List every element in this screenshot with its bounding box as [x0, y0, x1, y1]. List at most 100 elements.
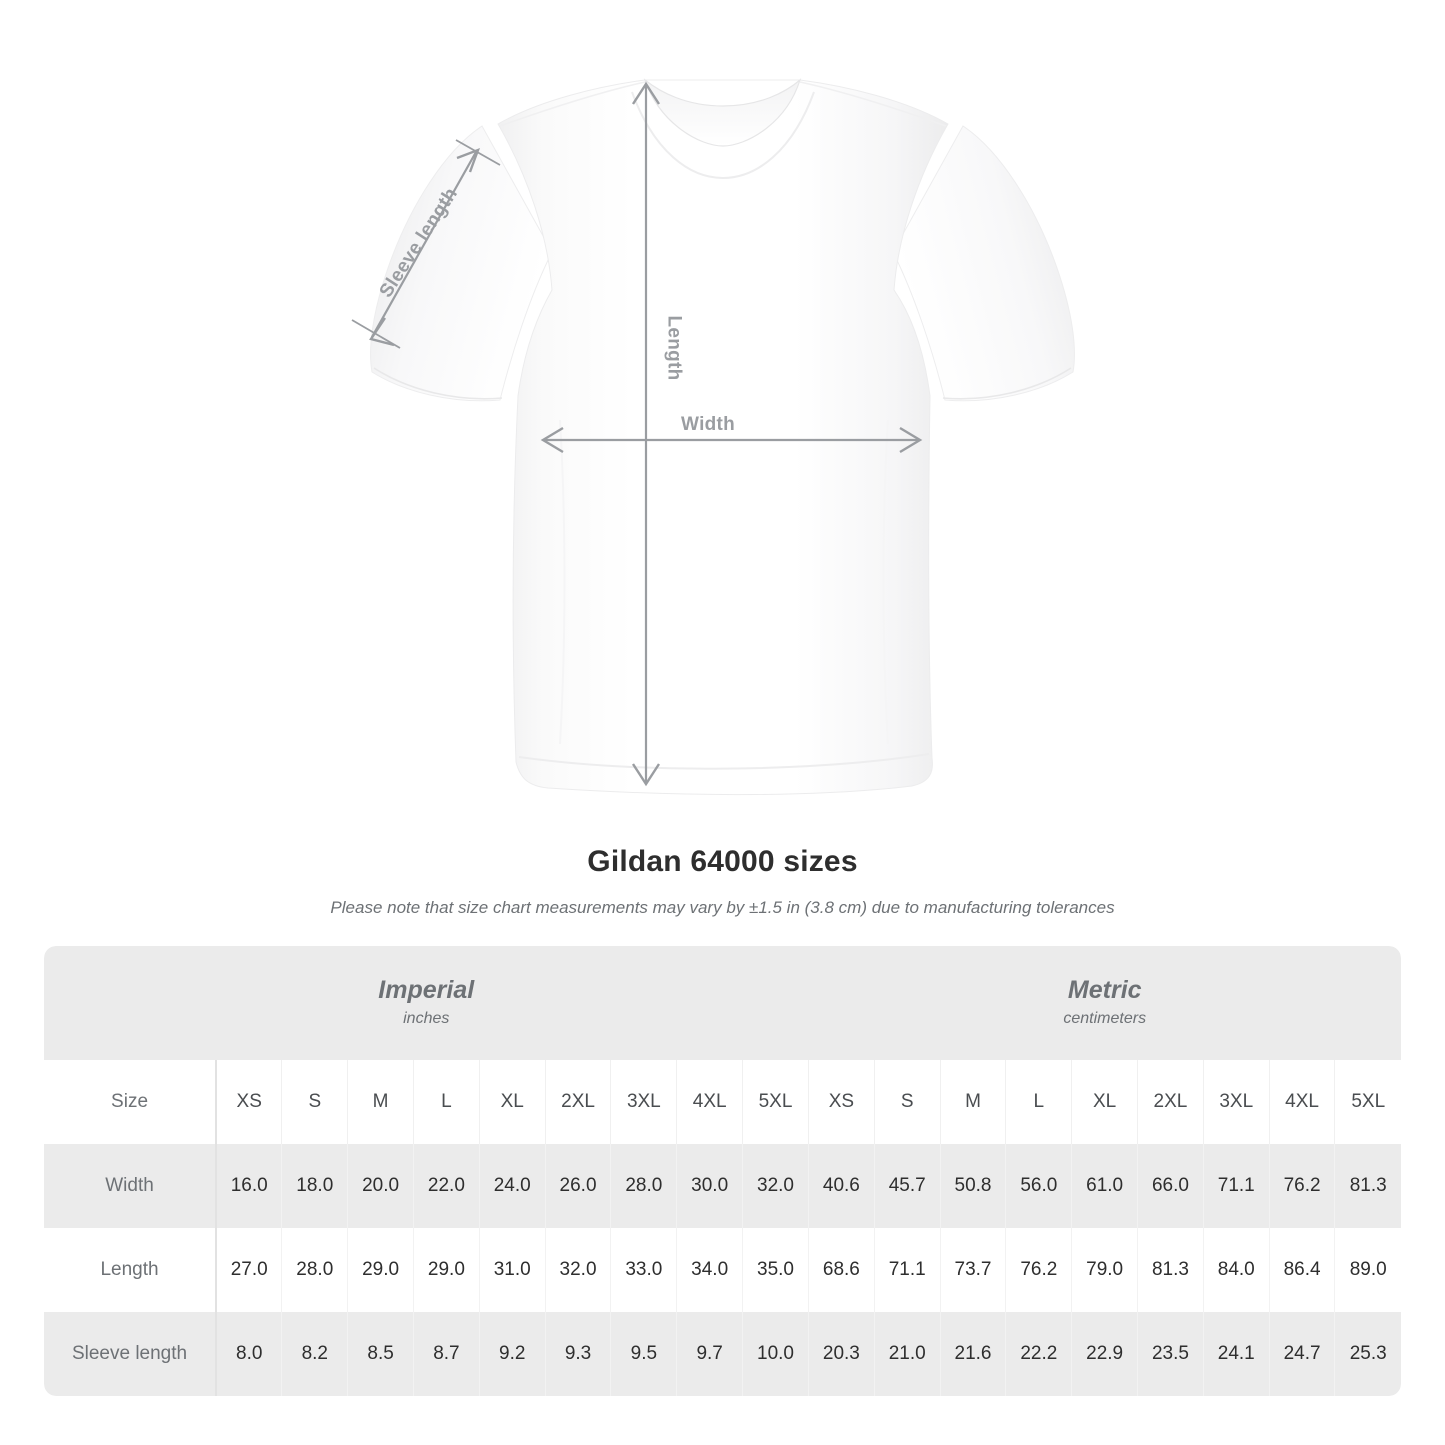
imperial-title: Imperial	[378, 975, 475, 1004]
cell-length-metric-5xl: 89.0	[1334, 1228, 1401, 1312]
cell-sleeve-metric-s: 21.0	[874, 1312, 941, 1396]
cell-sleeve-imperial-2xl: 9.3	[545, 1312, 612, 1396]
cell-width-metric-xs: 40.6	[808, 1144, 875, 1228]
cell-width-imperial-m: 20.0	[347, 1144, 414, 1228]
cell-sleeve-metric-2xl: 23.5	[1137, 1312, 1204, 1396]
cell-width-metric-3xl: 71.1	[1203, 1144, 1270, 1228]
cell-width-imperial-xl: 24.0	[479, 1144, 546, 1228]
size-col-metric-5xl: 5XL	[1334, 1060, 1401, 1144]
cell-sleeve-metric-l: 22.2	[1005, 1312, 1073, 1396]
size-col-metric-xs: XS	[808, 1060, 875, 1144]
metric-subtitle: centimeters	[1063, 1009, 1147, 1027]
tshirt-shape	[370, 78, 1075, 796]
cell-width-imperial-3xl: 28.0	[610, 1144, 678, 1228]
size-col-imperial-l: L	[413, 1060, 480, 1144]
cell-width-imperial-xs: 16.0	[216, 1144, 283, 1228]
size-col-metric-xl: XL	[1071, 1060, 1139, 1144]
size-col-imperial-5xl: 5XL	[742, 1060, 809, 1144]
size-col-metric-4xl: 4XL	[1269, 1060, 1336, 1144]
row-label-length: Length	[44, 1228, 218, 1312]
imperial-header: Imperial inches	[44, 946, 809, 1060]
tolerance-note: Please note that size chart measurements…	[330, 898, 1115, 917]
imperial-subtitle: inches	[403, 1009, 450, 1027]
cell-length-metric-l: 76.2	[1005, 1228, 1073, 1312]
cell-sleeve-metric-5xl: 25.3	[1334, 1312, 1401, 1396]
cell-width-imperial-s: 18.0	[281, 1144, 349, 1228]
cell-sleeve-metric-xs: 20.3	[808, 1312, 875, 1396]
metric-header: Metric centimeters	[808, 946, 1401, 1060]
cell-length-metric-4xl: 86.4	[1269, 1228, 1336, 1312]
row-label-width: Width	[44, 1144, 218, 1228]
cell-sleeve-imperial-s: 8.2	[281, 1312, 349, 1396]
table-row: Sleeve length 8.0 8.2 8.5 8.7 9.2 9.3 9.…	[44, 1312, 1401, 1396]
cell-width-imperial-4xl: 30.0	[676, 1144, 744, 1228]
width-label: Width	[681, 414, 736, 435]
cell-length-metric-xl: 79.0	[1071, 1228, 1139, 1312]
size-label-cell: Size	[44, 1060, 218, 1144]
cell-width-metric-l: 56.0	[1005, 1144, 1073, 1228]
cell-sleeve-metric-m: 21.6	[940, 1312, 1007, 1396]
cell-length-metric-m: 73.7	[940, 1228, 1007, 1312]
size-col-imperial-xs: XS	[216, 1060, 283, 1144]
measure-arrows	[351, 81, 923, 787]
sleeve-length-arrow	[351, 139, 501, 349]
size-col-metric-3xl: 3XL	[1203, 1060, 1270, 1144]
cell-width-imperial-2xl: 26.0	[545, 1144, 612, 1228]
cell-length-imperial-4xl: 34.0	[676, 1228, 744, 1312]
cell-length-metric-xs: 68.6	[808, 1228, 875, 1312]
size-header-row: Size XS S M L XL 2XL 3XL 4XL 5XL XS S M …	[44, 1060, 1401, 1144]
cell-width-metric-xl: 61.0	[1071, 1144, 1139, 1228]
cell-length-metric-s: 71.1	[874, 1228, 941, 1312]
cell-length-imperial-s: 28.0	[281, 1228, 349, 1312]
cell-sleeve-imperial-5xl: 10.0	[742, 1312, 809, 1396]
cell-length-imperial-xl: 31.0	[479, 1228, 546, 1312]
size-col-imperial-xl: XL	[479, 1060, 546, 1144]
size-col-imperial-m: M	[347, 1060, 414, 1144]
cell-sleeve-imperial-xs: 8.0	[216, 1312, 283, 1396]
cell-sleeve-imperial-3xl: 9.5	[610, 1312, 678, 1396]
cell-length-metric-2xl: 81.3	[1137, 1228, 1204, 1312]
cell-sleeve-imperial-l: 8.7	[413, 1312, 480, 1396]
tshirt-diagram: Sleeve length Length Width	[351, 78, 1075, 796]
cell-width-imperial-5xl: 32.0	[742, 1144, 809, 1228]
cell-sleeve-metric-3xl: 24.1	[1203, 1312, 1270, 1396]
table-row: Width 16.0 18.0 20.0 22.0 24.0 26.0 28.0…	[44, 1144, 1401, 1228]
cell-sleeve-metric-xl: 22.9	[1071, 1312, 1139, 1396]
unit-system-row: Imperial inches Metric centimeters	[44, 946, 1401, 1060]
cell-length-imperial-xs: 27.0	[216, 1228, 283, 1312]
page-title: Gildan 64000 sizes	[587, 845, 858, 878]
cell-length-imperial-3xl: 33.0	[610, 1228, 678, 1312]
cell-sleeve-imperial-4xl: 9.7	[676, 1312, 744, 1396]
length-label: Length	[663, 315, 685, 381]
cell-width-metric-s: 45.7	[874, 1144, 941, 1228]
cell-width-metric-5xl: 81.3	[1334, 1144, 1401, 1228]
size-col-imperial-3xl: 3XL	[610, 1060, 678, 1144]
size-chart-table: Imperial inches Metric centimeters Size …	[44, 946, 1401, 1396]
row-label-sleeve-length: Sleeve length	[44, 1312, 218, 1396]
size-col-metric-m: M	[940, 1060, 1007, 1144]
size-col-imperial-s: S	[281, 1060, 349, 1144]
cell-length-imperial-l: 29.0	[413, 1228, 480, 1312]
table-row: Length 27.0 28.0 29.0 29.0 31.0 32.0 33.…	[44, 1228, 1401, 1312]
size-col-metric-s: S	[874, 1060, 941, 1144]
cell-length-imperial-5xl: 35.0	[742, 1228, 809, 1312]
size-col-imperial-2xl: 2XL	[545, 1060, 612, 1144]
cell-width-metric-2xl: 66.0	[1137, 1144, 1204, 1228]
cell-width-metric-m: 50.8	[940, 1144, 1007, 1228]
size-col-metric-2xl: 2XL	[1137, 1060, 1204, 1144]
cell-length-metric-3xl: 84.0	[1203, 1228, 1270, 1312]
cell-width-metric-4xl: 76.2	[1269, 1144, 1336, 1228]
cell-length-imperial-m: 29.0	[347, 1228, 414, 1312]
cell-sleeve-metric-4xl: 24.7	[1269, 1312, 1336, 1396]
size-chart-table-wrapper: Imperial inches Metric centimeters Size …	[44, 946, 1401, 1396]
cell-sleeve-imperial-m: 8.5	[347, 1312, 414, 1396]
cell-length-imperial-2xl: 32.0	[545, 1228, 612, 1312]
metric-title: Metric	[1067, 975, 1142, 1004]
length-arrow	[631, 81, 661, 787]
title-block: Gildan 64000 sizes Please note that size…	[0, 845, 1445, 918]
size-col-imperial-4xl: 4XL	[676, 1060, 744, 1144]
cell-sleeve-imperial-xl: 9.2	[479, 1312, 546, 1396]
cell-width-imperial-l: 22.0	[413, 1144, 480, 1228]
size-col-metric-l: L	[1005, 1060, 1073, 1144]
